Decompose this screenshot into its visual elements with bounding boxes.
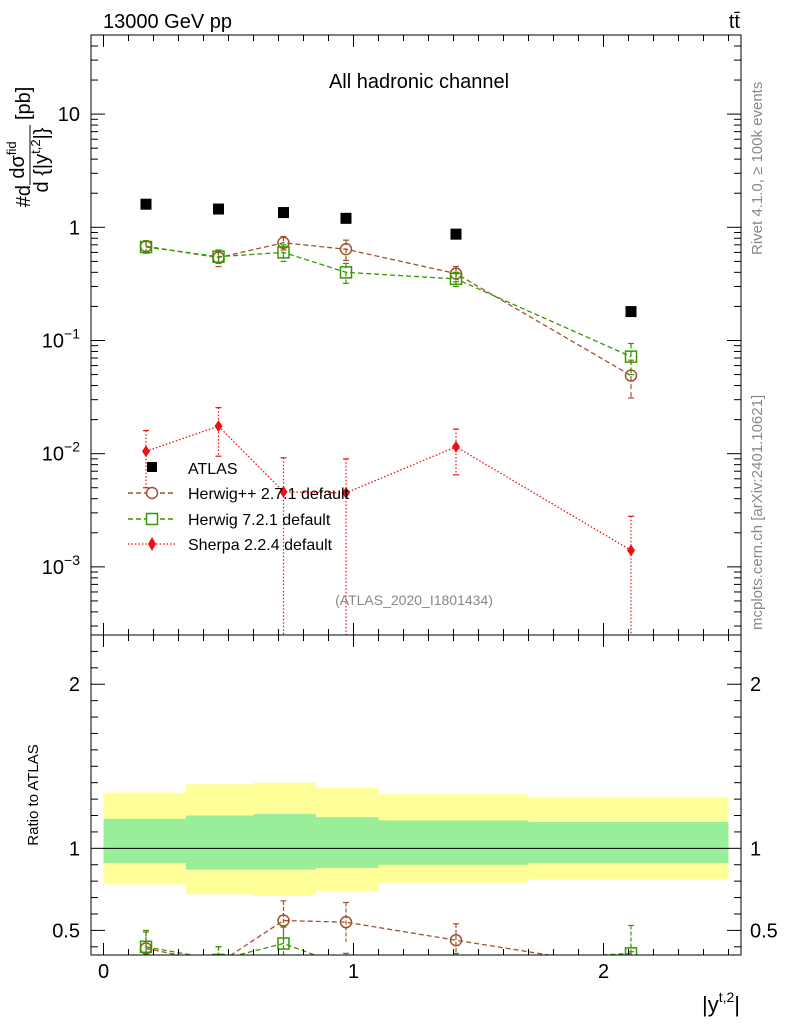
y-label-denominator: d {|yt,2|} [28,127,53,192]
herwigpp-ratio-point [277,914,290,927]
ratio-panel-frame [90,634,742,956]
sherpa-point [342,486,350,499]
top-y-axis-label: #d dσfid d {|yt,2|} [pb] [4,87,53,208]
x-tick-label: 1 [348,961,359,983]
y-label-numerator: dσfid [4,141,29,178]
y-tick-label: 10−3 [42,552,80,579]
herwig7-ratio-point [139,940,153,954]
herwig7-ratio-point [277,937,290,950]
x-tick-label: 0 [98,961,109,983]
legend-atlas-marker [147,462,157,472]
x-label-base: |y [702,992,719,1017]
analysis-watermark: (ATLAS_2020_I1801434) [335,592,493,608]
x-axis-label: |yt,2| [702,989,740,1017]
sherpa-line [145,425,632,551]
herwigpp-ratio-point [449,933,463,947]
uncertainty-band-inner [316,817,379,869]
sherpa-point [627,544,635,557]
herwig7-point [212,250,225,263]
y-tick-label: 1 [69,217,80,239]
legend-entry-herwigpp: Herwig++ 2.7.1 default [128,486,350,503]
legend-entry-sherpa: Sherpa 2.2.4 default [128,537,333,554]
herwigpp-ratio-point [213,958,224,969]
ratio-panel-data [103,782,729,974]
herwig7-point [139,240,153,254]
herwig7-point [449,272,463,286]
y-tick-label: 10 [58,104,80,126]
legend-herwigpp-marker [145,486,159,500]
process-label: tt̄ [729,11,741,33]
x-label-sup: t,2 [719,989,735,1005]
herwigpp-ratio-point [339,915,353,929]
ratio-y-tick-label-right: 2 [750,674,761,696]
uncertainty-band-inner [103,818,186,864]
legend-sherpa-label: Sherpa 2.2.4 default [188,537,333,554]
x-label-end: | [734,992,740,1017]
herwig7-ratio-point [451,958,462,969]
chart-title: All hadronic channel [329,71,509,93]
ratio-y-tick-label: 0.5 [52,920,80,942]
rivet-version-label: Rivet 4.1.0, ≥ 100k events [749,82,766,255]
legend-atlas-label: ATLAS [188,461,238,478]
y-tick-label: 10−1 [42,325,80,352]
herwigpp-ratio-line [145,919,553,955]
legend-herwigpp-label: Herwig++ 2.7.1 default [188,486,350,503]
y-label-num-text: dσ [7,154,29,178]
ratio-y-tick-label-right: 1 [750,838,761,860]
herwig7-point [277,246,290,259]
sherpa-point [214,420,223,433]
y-label-num-sup: fid [4,141,19,155]
sherpa-point [142,445,150,458]
x-tick-label: 2 [598,961,609,983]
legend-herwig7-label: Herwig 7.2.1 default [188,512,331,529]
herwig7-ratio-point [212,953,225,955]
atlas-point [340,212,352,224]
legend-entry-herwig7: Herwig 7.2.1 default [128,512,331,529]
sherpa-point [452,440,460,453]
y-tick-label: 10−2 [42,439,80,466]
legend: ATLAS Herwig++ 2.7.1 default Herwig 7.2.… [128,461,350,554]
y-label-den-sup: t,2 [28,139,43,153]
herwigpp-ratio-point [626,963,637,974]
legend-herwig7-marker [145,512,159,526]
mcplots-label: mcplots.cern.ch [arXiv:2401.10621] [749,395,766,630]
atlas-point [213,203,224,215]
herwigpp-line [145,242,632,377]
ratio-y-tick-label-right: 0.5 [750,920,778,942]
uncertainty-band-inner [186,815,254,870]
ratio-y-tick-label: 1 [69,838,80,860]
uncertainty-band-inner [378,820,529,865]
y-label-den-end: |} [31,127,53,139]
herwigpp-point [339,242,353,256]
ratio-y-axis-label: Ratio to ATLAS [25,744,42,845]
ratio-y-tick-label: 2 [69,674,80,696]
atlas-point [278,207,289,219]
atlas-point [140,198,152,210]
atlas-point [450,228,462,240]
y-label-unit: [pb] [13,87,35,120]
herwig7-point [339,266,353,279]
uncertainty-band-inner [253,813,316,870]
top-panel-axes: 10 1 10−1 10−2 10−3 [42,34,741,635]
y-label-prefix: #d [13,185,35,207]
herwig7-ratio-point [624,947,638,955]
top-panel-data [139,198,638,635]
energy-label: 13000 GeV pp [103,11,232,33]
legend-entry-atlas: ATLAS [147,461,238,478]
legend-sherpa-marker [148,537,156,551]
y-label-den-text: d {|y [31,154,53,193]
ratio-panel-axes: 0 1 2 0.5 0.5 1 1 2 2 [52,634,778,983]
herwig7-point [624,350,638,363]
herwig7-line [145,246,632,358]
uncertainty-band-inner [528,822,729,864]
sherpa-point [279,485,288,498]
atlas-point [625,306,637,318]
